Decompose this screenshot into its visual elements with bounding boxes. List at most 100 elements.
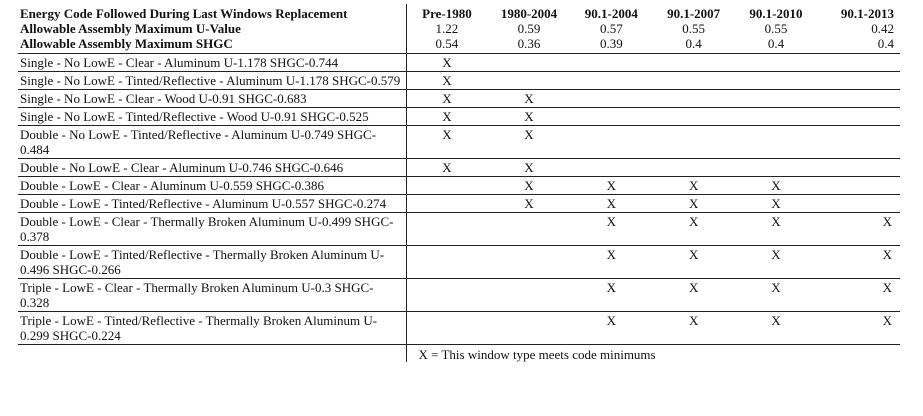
footnote-text: X = This window type meets code minimums xyxy=(406,344,900,362)
code-compliance-mark xyxy=(406,311,489,345)
code-compliance-mark xyxy=(817,158,900,177)
code-compliance-mark xyxy=(817,89,900,108)
code-compliance-mark: X xyxy=(735,212,818,246)
header-label-shgc: Allowable Assembly Maximum SHGC xyxy=(18,36,407,54)
shgc-value-cell: 0.4 xyxy=(735,36,818,54)
energy-code-window-table: Energy Code Followed During Last Windows… xyxy=(18,4,900,362)
header-label-energy-code: Energy Code Followed During Last Windows… xyxy=(18,4,407,21)
code-compliance-mark: X xyxy=(488,107,571,126)
window-type-label: Single - No LowE - Clear - Aluminum U-1.… xyxy=(18,53,407,72)
code-compliance-mark xyxy=(817,71,900,90)
code-compliance-mark xyxy=(735,71,818,90)
code-compliance-mark: X xyxy=(488,125,571,159)
code-compliance-mark xyxy=(652,89,736,108)
code-compliance-mark xyxy=(406,194,489,213)
code-compliance-mark xyxy=(570,71,653,90)
shgc-value-cell: 0.39 xyxy=(570,36,653,54)
table-row: Double - LowE - Clear - Thermally Broken… xyxy=(18,212,900,246)
code-compliance-mark xyxy=(735,125,818,159)
code-compliance-mark xyxy=(488,212,571,246)
code-compliance-mark xyxy=(570,107,653,126)
code-compliance-mark xyxy=(652,158,736,177)
window-type-label: Double - LowE - Tinted/Reflective - Ther… xyxy=(18,245,407,279)
code-compliance-mark xyxy=(735,158,818,177)
window-type-label: Single - No LowE - Tinted/Reflective - A… xyxy=(18,71,407,90)
table-body: Single - No LowE - Clear - Aluminum U-1.… xyxy=(18,53,900,345)
column-header-90-1-2007: 90.1-2007 xyxy=(667,6,721,21)
code-compliance-mark xyxy=(817,53,900,72)
code-compliance-mark: X xyxy=(652,278,736,312)
code-compliance-mark: X xyxy=(406,71,489,90)
code-compliance-mark xyxy=(488,71,571,90)
code-compliance-mark: X xyxy=(488,158,571,177)
table-row: Double - No LowE - Clear - Aluminum U-0.… xyxy=(18,158,900,177)
column-header-90-1-2010: 90.1-2010 xyxy=(749,6,803,21)
code-compliance-mark xyxy=(652,125,736,159)
header-row-shgc: Allowable Assembly Maximum SHGC 0.54 0.3… xyxy=(18,36,900,54)
code-compliance-mark: X xyxy=(570,176,653,195)
code-compliance-mark xyxy=(817,176,900,195)
code-compliance-mark xyxy=(652,53,736,72)
code-compliance-mark: X xyxy=(817,245,900,279)
column-header-pre-1980: Pre-1980 xyxy=(422,6,472,21)
table-header: Energy Code Followed During Last Windows… xyxy=(18,4,900,54)
column-header-90-1-2013: 90.1-2013 xyxy=(840,6,894,21)
header-row-energy-code: Energy Code Followed During Last Windows… xyxy=(18,4,900,21)
window-type-label: Double - LowE - Clear - Aluminum U-0.559… xyxy=(18,176,407,195)
code-compliance-mark: X xyxy=(570,212,653,246)
table-row: Double - LowE - Tinted/Reflective - Ther… xyxy=(18,245,900,279)
code-compliance-mark: X xyxy=(488,176,571,195)
code-compliance-mark xyxy=(488,311,571,345)
table-row: Triple - LowE - Clear - Thermally Broken… xyxy=(18,278,900,312)
code-compliance-mark xyxy=(406,212,489,246)
code-compliance-mark xyxy=(817,194,900,213)
code-compliance-mark xyxy=(570,158,653,177)
shgc-value-cell: 0.4 xyxy=(817,36,900,54)
code-compliance-mark: X xyxy=(406,89,489,108)
code-compliance-mark: X xyxy=(817,278,900,312)
table-row: Single - No LowE - Tinted/Reflective - A… xyxy=(18,71,900,90)
window-type-label: Double - LowE - Clear - Thermally Broken… xyxy=(18,212,407,246)
code-compliance-mark xyxy=(652,107,736,126)
code-compliance-mark xyxy=(570,125,653,159)
window-type-label: Triple - LowE - Clear - Thermally Broken… xyxy=(18,278,407,312)
code-compliance-mark xyxy=(570,89,653,108)
code-compliance-mark: X xyxy=(488,89,571,108)
code-compliance-mark xyxy=(406,176,489,195)
code-compliance-mark xyxy=(735,89,818,108)
table-row: Triple - LowE - Tinted/Reflective - Ther… xyxy=(18,311,900,345)
code-compliance-mark: X xyxy=(652,176,736,195)
code-compliance-mark xyxy=(406,245,489,279)
table-row: Single - No LowE - Tinted/Reflective - W… xyxy=(18,107,900,126)
code-compliance-mark: X xyxy=(652,212,736,246)
code-compliance-mark: X xyxy=(735,311,818,345)
code-compliance-mark: X xyxy=(652,194,736,213)
code-compliance-mark xyxy=(652,71,736,90)
code-compliance-mark: X xyxy=(570,311,653,345)
u-value-cell: 0.55 xyxy=(682,21,706,36)
table-row: Single - No LowE - Clear - Aluminum U-1.… xyxy=(18,53,900,72)
code-compliance-mark: X xyxy=(406,158,489,177)
shgc-value-cell: 0.54 xyxy=(406,36,489,54)
code-compliance-mark: X xyxy=(406,107,489,126)
shgc-value-cell: 0.4 xyxy=(652,36,736,54)
code-compliance-mark: X xyxy=(735,176,818,195)
code-compliance-mark: X xyxy=(817,212,900,246)
u-value-cell: 0.57 xyxy=(599,21,623,36)
table-row: Double - LowE - Clear - Aluminum U-0.559… xyxy=(18,176,900,195)
code-compliance-mark: X xyxy=(570,245,653,279)
column-header-90-1-2004: 90.1-2004 xyxy=(584,6,638,21)
code-compliance-mark xyxy=(735,53,818,72)
shgc-value-cell: 0.36 xyxy=(488,36,571,54)
table-row: Double - LowE - Tinted/Reflective - Alum… xyxy=(18,194,900,213)
code-compliance-mark xyxy=(735,107,818,126)
u-value-cell: 0.59 xyxy=(517,21,541,36)
window-type-label: Triple - LowE - Tinted/Reflective - Ther… xyxy=(18,311,407,345)
code-compliance-mark: X xyxy=(735,278,818,312)
window-type-label: Single - No LowE - Tinted/Reflective - W… xyxy=(18,107,407,126)
code-compliance-mark: X xyxy=(735,245,818,279)
code-compliance-mark xyxy=(570,53,653,72)
code-compliance-mark xyxy=(488,245,571,279)
header-row-u-value: Allowable Assembly Maximum U-Value 1.22 … xyxy=(18,21,900,36)
code-compliance-mark xyxy=(406,278,489,312)
